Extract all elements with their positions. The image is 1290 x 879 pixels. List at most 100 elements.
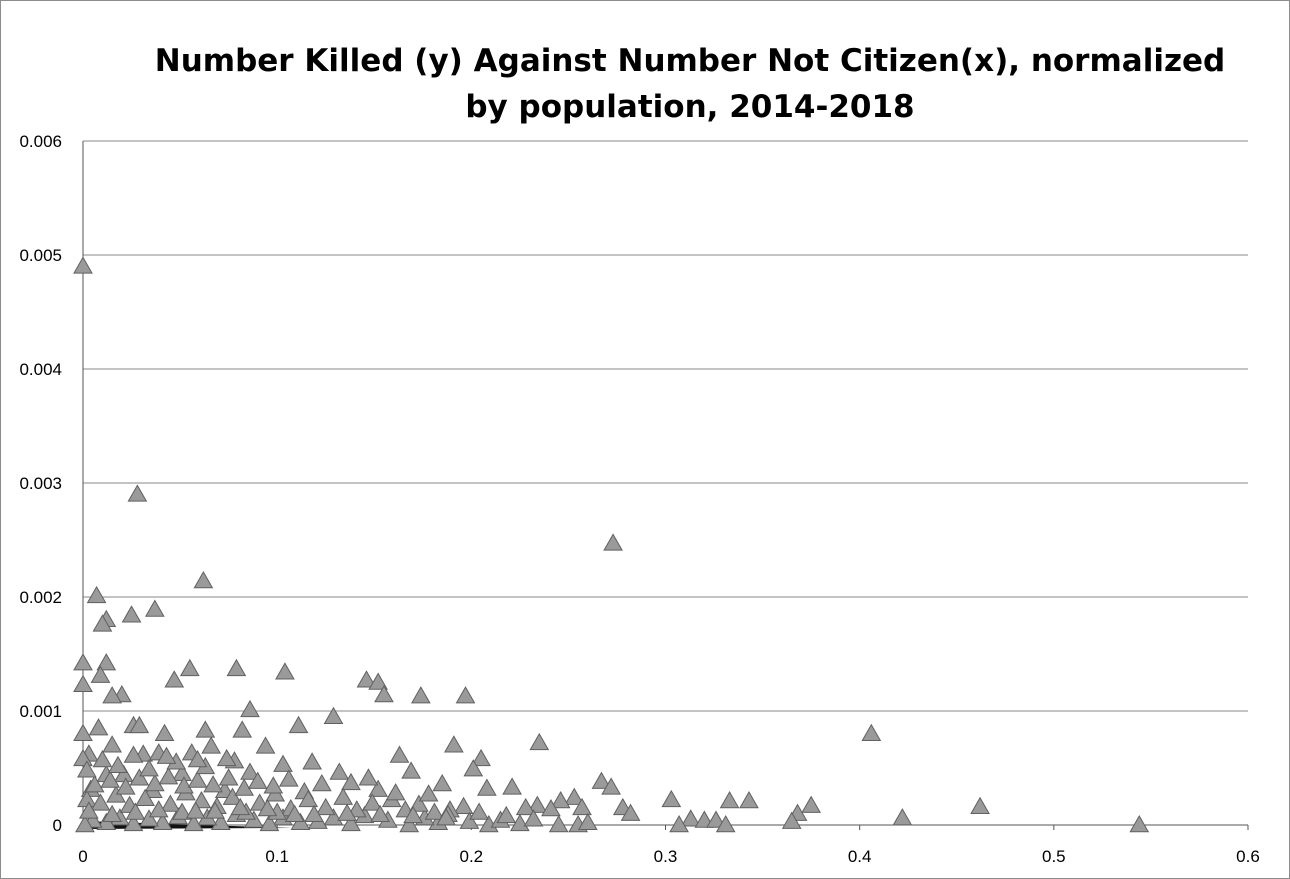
scatter-point	[410, 686, 431, 704]
scatter-point	[164, 670, 185, 688]
scatter-point	[471, 748, 491, 767]
scatter-point	[432, 773, 453, 792]
scatter-point	[100, 770, 121, 788]
x-tick-label: 0.1	[265, 847, 289, 866]
scatter-point	[92, 750, 113, 768]
scatter-point	[240, 762, 260, 780]
scatter-point	[374, 685, 394, 703]
scatter-point	[781, 811, 802, 829]
scatter-point	[183, 813, 204, 832]
scatter-point	[158, 767, 179, 785]
scatter-point	[669, 814, 689, 833]
y-tick-label: 0.003	[19, 474, 62, 493]
scatter-point	[603, 533, 623, 551]
scatter-point	[226, 658, 247, 677]
scatter-point	[362, 793, 383, 811]
y-tick-label: 0.002	[19, 588, 62, 607]
scatter-point	[121, 605, 142, 623]
scatter-point	[123, 813, 144, 832]
scatter-point	[577, 812, 598, 830]
scatter-point	[230, 797, 251, 816]
scatter-point	[275, 662, 295, 680]
scatter-point	[455, 686, 476, 704]
scatter-point	[135, 788, 155, 807]
scatter-point	[90, 665, 111, 683]
scatter-point	[174, 776, 194, 794]
scatter-point	[139, 809, 159, 827]
scatter-point	[240, 699, 260, 718]
scatter-point	[463, 759, 484, 777]
scatter-point	[424, 802, 445, 820]
scatter-point	[459, 811, 480, 829]
scatter-point	[78, 801, 99, 819]
scatter-point	[739, 791, 759, 809]
y-tick-label: 0.006	[19, 132, 62, 151]
scatter-point	[515, 797, 536, 816]
scatter-point	[73, 674, 93, 693]
scatter-point	[73, 653, 93, 671]
scatter-point	[84, 775, 105, 793]
scatter-point	[129, 768, 150, 786]
y-tick-label: 0.004	[19, 360, 62, 379]
tick-layer: 0 0.001 0.002 0.003 0.004 0.005 0.006 0 0.1 0.2 0.…	[19, 132, 1259, 866]
scatter-point	[385, 783, 406, 801]
scatter-point	[172, 802, 192, 820]
scatter-point	[273, 754, 293, 772]
scatter-point	[127, 484, 148, 502]
grid-layer	[83, 140, 1248, 712]
scatter-point	[341, 772, 361, 791]
scatter-point	[125, 802, 146, 820]
x-tick-label: 0.5	[1042, 847, 1066, 866]
scatter-point	[187, 770, 208, 788]
scatter-point	[970, 796, 990, 815]
x-tick-label: 0.2	[460, 847, 484, 866]
scatter-point	[548, 814, 569, 833]
scatter-point	[527, 795, 548, 813]
scatter-point	[187, 750, 208, 768]
scatter-point	[222, 787, 243, 805]
scatter-point	[195, 720, 216, 738]
scatter-point	[232, 720, 253, 738]
scatter-point	[257, 799, 278, 817]
scatter-point	[210, 812, 231, 830]
scatter-point	[620, 803, 641, 821]
scatter-point	[284, 804, 305, 822]
scatter-point	[409, 794, 429, 812]
scatter-point	[160, 794, 181, 812]
scatter-point	[201, 736, 222, 754]
scatter-point	[591, 771, 612, 789]
scatter-point	[341, 813, 361, 832]
scatter-point	[86, 585, 107, 604]
scatter-point	[329, 762, 350, 780]
scatter-point	[477, 778, 497, 796]
scatter-point	[148, 800, 169, 818]
scatter-point	[255, 736, 276, 754]
scatter-point	[75, 814, 95, 833]
scatter-point	[356, 670, 377, 688]
y-tick-label: 0.005	[19, 246, 62, 265]
scatter-point	[278, 769, 299, 787]
scatter-point	[601, 777, 621, 795]
scatter-point	[263, 776, 284, 794]
x-tick-label: 0.6	[1236, 847, 1260, 866]
scatter-point	[564, 787, 585, 805]
scatter-point	[315, 797, 336, 816]
chart-title: Number Killed (y) Against Number Not Cit…	[154, 43, 1226, 125]
scatter-point	[801, 795, 821, 813]
scatter-point	[541, 799, 561, 817]
scatter-point	[323, 706, 344, 724]
scatter-point	[203, 775, 223, 793]
scatter-point	[218, 768, 239, 786]
scatter-point	[88, 718, 109, 736]
scatter-point	[129, 715, 150, 734]
scatter-point	[92, 614, 113, 632]
scatter-point	[304, 804, 324, 822]
scatter-point	[502, 777, 522, 795]
scatter-point	[469, 802, 489, 820]
scatter-point	[572, 797, 592, 816]
scatter-point	[179, 658, 200, 677]
scatter-point	[323, 808, 344, 826]
scatter-point	[123, 745, 144, 763]
scatter-point	[77, 760, 97, 778]
